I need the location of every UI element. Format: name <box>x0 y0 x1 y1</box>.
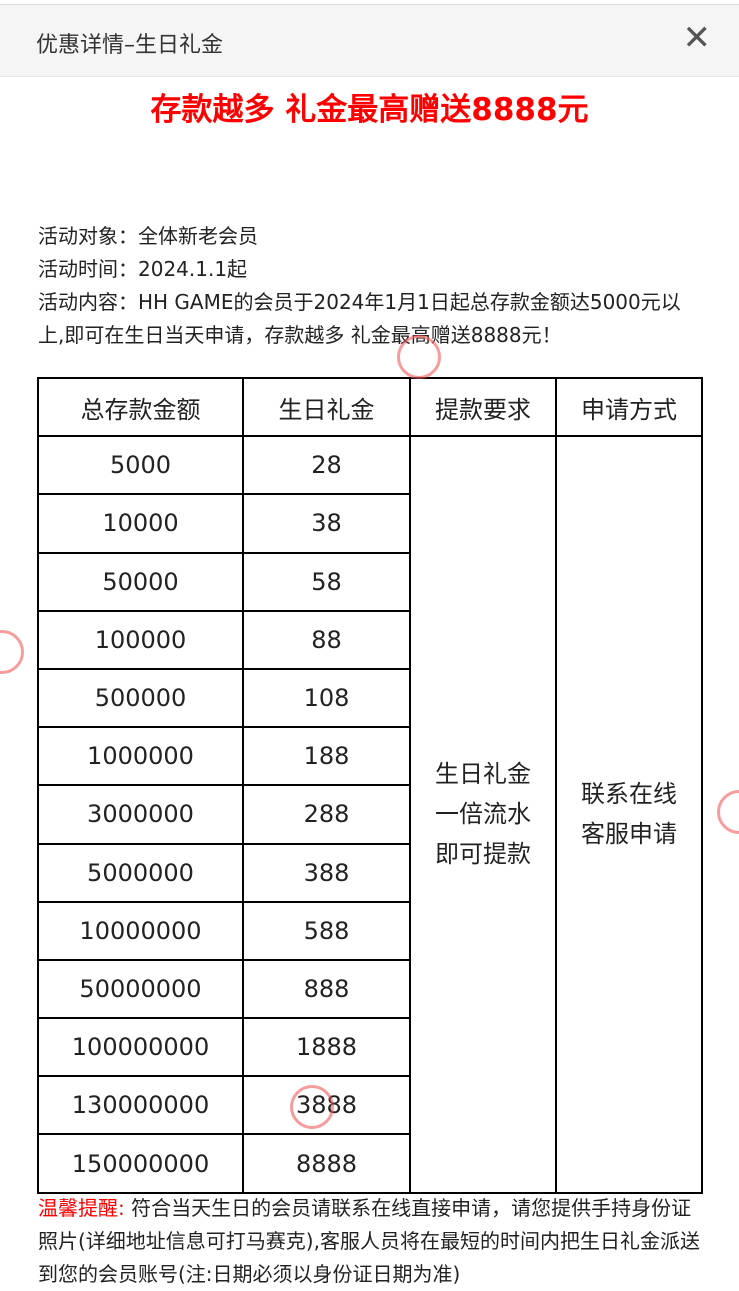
table-row: 50000000 888 <box>37 958 702 1020</box>
bonus-amount: 38 <box>242 493 411 554</box>
deposit-amount: 1000000 <box>37 726 244 787</box>
deposit-amount: 5000000 <box>37 842 244 903</box>
watermark-circle <box>0 630 24 674</box>
table-row: 10000000 588 <box>37 900 702 961</box>
deposit-amount: 50000000 <box>37 958 244 1020</box>
notice: 温馨提醒: 符合当天生日的会员请联系在线直接申请，请您提供手持身份证照片(详细地… <box>38 1192 708 1291</box>
deposit-amount: 150000000 <box>37 1133 244 1194</box>
watermark-circle <box>397 335 441 379</box>
table-row: 1000000 188 <box>37 726 702 787</box>
table-row: 130000000 3888 <box>37 1075 702 1136</box>
withdraw-requirement: 生日礼金 一倍流水 即可提款 <box>409 435 557 1194</box>
withdraw-requirement-text: 生日礼金 一倍流水 即可提款 <box>435 760 531 869</box>
deposit-amount: 130000000 <box>37 1075 244 1136</box>
close-icon[interactable]: ✕ <box>682 18 712 58</box>
activity-time: 活动时间：2024.1.1起 <box>38 257 248 281</box>
deposit-amount: 10000 <box>37 493 244 554</box>
table-row: 5000000 388 <box>37 842 702 903</box>
deposit-amount: 500000 <box>37 667 244 729</box>
dialog-title: 优惠详情–生日礼金 <box>36 33 224 58</box>
header-bonus: 生日礼金 <box>242 376 411 438</box>
header-withdraw: 提款要求 <box>409 376 557 438</box>
top-divider <box>0 0 739 5</box>
notice-label: 温馨提醒: <box>38 1196 125 1220</box>
header-apply: 申请方式 <box>555 376 703 438</box>
bonus-amount: 888 <box>242 958 411 1020</box>
notice-text: 符合当天生日的会员请联系在线直接申请，请您提供手持身份证照片(详细地址信息可打马… <box>38 1196 700 1286</box>
deposit-amount: 10000000 <box>37 900 244 961</box>
table-row: 500000 108 <box>37 667 702 729</box>
table-row: 100000000 1888 <box>37 1017 702 1078</box>
deposit-amount: 50000 <box>37 551 244 612</box>
table-row: 150000000 8888 <box>37 1133 702 1194</box>
table-row: 3000000 288 <box>37 784 702 845</box>
bonus-amount: 8888 <box>242 1133 411 1194</box>
table-row: 100000 88 <box>37 609 702 670</box>
activity-target: 活动对象：全体新老会员 <box>38 224 258 248</box>
promo-banner: 存款越多 礼金最高赠送8888元 <box>150 92 589 128</box>
bonus-amount: 58 <box>242 551 411 612</box>
watermark-circle <box>717 790 739 834</box>
header-deposit: 总存款金额 <box>37 376 244 438</box>
bonus-amount: 88 <box>242 609 411 670</box>
dialog-header: 优惠详情–生日礼金 ✕ <box>0 5 739 77</box>
bonus-amount: 388 <box>242 842 411 903</box>
bonus-amount: 108 <box>242 667 411 729</box>
deposit-amount: 5000 <box>37 435 244 496</box>
apply-method: 联系在线 客服申请 <box>555 435 703 1194</box>
bonus-table: 总存款金额 生日礼金 提款要求 申请方式 5000 28 生日礼金 一倍流水 即可提… <box>37 376 703 1194</box>
table-row: 50000 58 <box>37 551 702 612</box>
deposit-amount: 100000000 <box>37 1017 244 1078</box>
bonus-amount: 288 <box>242 784 411 845</box>
activity-info: 活动对象：全体新老会员 活动时间：2024.1.1起 活动内容：HH GAME的… <box>38 220 703 352</box>
bonus-amount: 1888 <box>242 1017 411 1078</box>
activity-content: 活动内容：HH GAME的会员于2024年1月1日起总存款金额达5000元以上,… <box>38 290 681 347</box>
watermark-circle <box>290 1085 334 1129</box>
bonus-amount: 28 <box>242 435 411 496</box>
bonus-amount: 188 <box>242 726 411 787</box>
table-row: 5000 28 生日礼金 一倍流水 即可提款 联系在线 客服申请 <box>37 435 703 1194</box>
apply-method-text: 联系在线 客服申请 <box>581 780 677 849</box>
table-header-row: 总存款金额 生日礼金 提款要求 申请方式 <box>37 376 703 438</box>
deposit-amount: 100000 <box>37 609 244 670</box>
table-row: 10000 38 <box>37 493 702 554</box>
bonus-amount: 588 <box>242 900 411 961</box>
deposit-amount: 3000000 <box>37 784 244 845</box>
